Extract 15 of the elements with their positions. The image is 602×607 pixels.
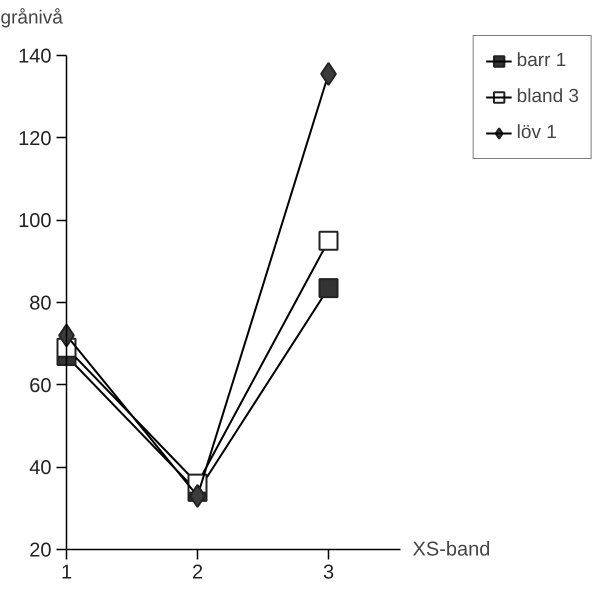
x-tick-label: 1	[60, 562, 72, 584]
y-tick-label: 100	[18, 210, 52, 232]
y-tick-label: 40	[29, 457, 52, 480]
y-tick-label: 80	[29, 292, 52, 314]
legend-label: bland 3	[516, 86, 579, 108]
legend-label: barr 1	[516, 50, 566, 72]
x-tick-label: 2	[192, 562, 204, 584]
y-tick-label: 120	[18, 128, 52, 150]
y-tick-label: 20	[29, 540, 52, 562]
x-axis-title: XS-band	[412, 538, 490, 560]
x-tick-label: 3	[322, 562, 334, 584]
y-tick-label: 140	[18, 45, 52, 68]
y-tick-label: 60	[29, 374, 52, 397]
legend-label: löv 1	[516, 122, 557, 144]
y-axis-title: grånivå	[0, 8, 64, 28]
